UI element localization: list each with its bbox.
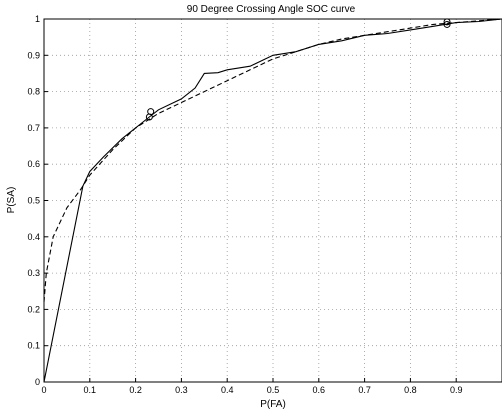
- series-line-solid: [43, 18, 502, 383]
- series-group: [43, 18, 502, 383]
- x-tick-label: 0.5: [267, 385, 280, 395]
- x-tick-label: 0.1: [84, 385, 97, 395]
- x-axis-label: P(FA): [260, 399, 286, 410]
- operating-point-marker: [147, 108, 155, 116]
- y-axis: 0 0.1 0.2 0.3 0.4 0.5 0.6 0.7 0.8 0.9 1: [27, 14, 48, 387]
- markers-group: [145, 18, 451, 121]
- x-tick-label: 0.6: [313, 385, 326, 395]
- y-tick-label: 0.4: [27, 232, 40, 242]
- y-tick-label: 0.1: [27, 341, 40, 351]
- chart-title: 90 Degree Crossing Angle SOC curve: [187, 4, 356, 15]
- y-tick-label: 0.3: [27, 268, 40, 278]
- operating-point-marker: [443, 20, 451, 28]
- y-tick-label: 0.9: [27, 50, 40, 60]
- y-axis-label: P(SA): [6, 187, 17, 214]
- grid: [44, 19, 502, 382]
- y-tick-label: 0.8: [27, 87, 40, 97]
- x-tick-label: 0.3: [175, 385, 188, 395]
- y-tick-label: 0: [35, 377, 40, 387]
- x-tick-label: 0.4: [221, 385, 234, 395]
- y-tick-label: 0.7: [27, 123, 40, 133]
- y-tick-label: 0.2: [27, 304, 40, 314]
- x-axis: 0 0.1 0.2 0.3 0.4 0.5 0.6 0.7 0.8 0.9: [41, 378, 462, 395]
- y-tick-label: 1: [35, 14, 40, 24]
- x-tick-label: 0: [41, 385, 46, 395]
- y-tick-label: 0.5: [27, 196, 40, 206]
- y-tick-label: 0.6: [27, 159, 40, 169]
- x-tick-label: 0.2: [129, 385, 142, 395]
- x-tick-label: 0.7: [358, 385, 371, 395]
- x-tick-label: 0.9: [450, 385, 463, 395]
- x-tick-label: 0.8: [404, 385, 417, 395]
